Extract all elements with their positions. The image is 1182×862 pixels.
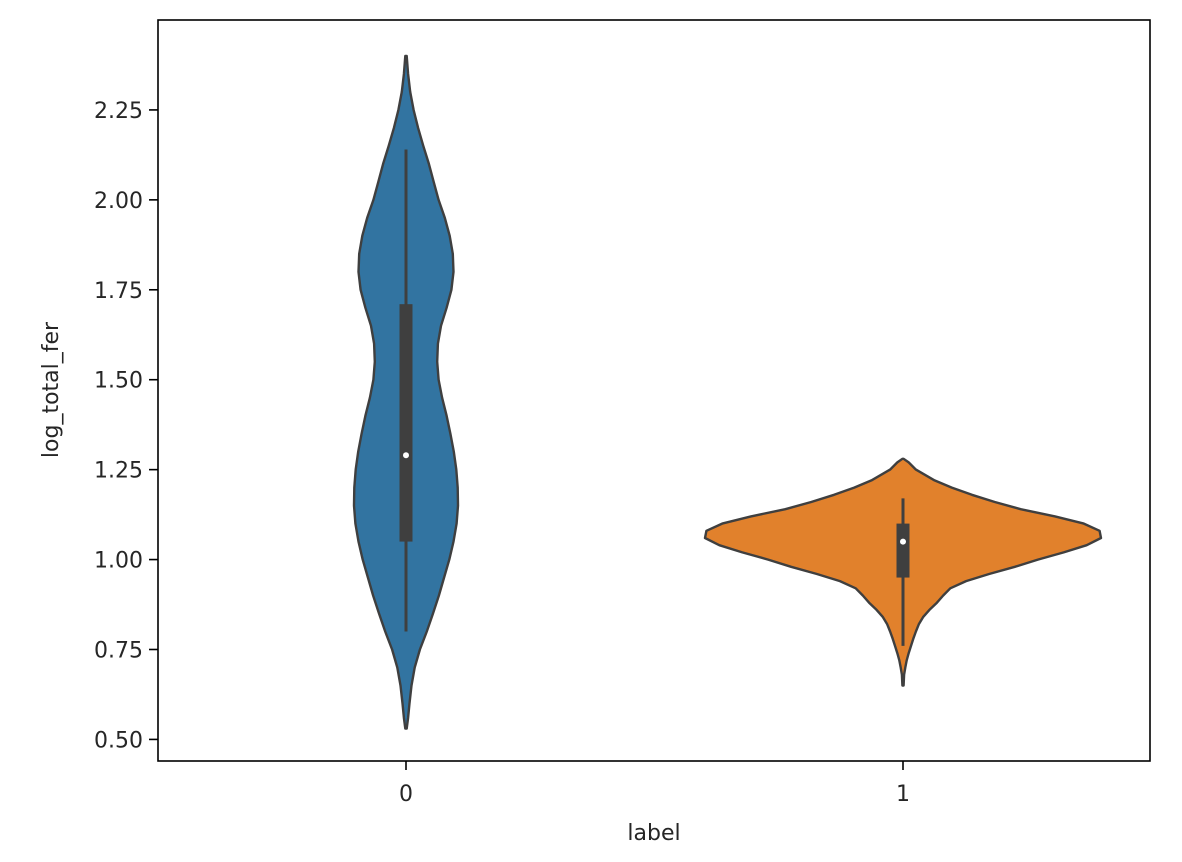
- y-tick-label: 2.25: [94, 99, 143, 124]
- y-tick-label: 1.00: [94, 549, 143, 574]
- y-tick-label: 0.75: [94, 638, 143, 663]
- y-axis-label: log_total_fer: [39, 321, 64, 458]
- plot-area: [352, 54, 1103, 730]
- x-tick-label: 0: [399, 782, 413, 807]
- y-tick-label: 2.00: [94, 189, 143, 214]
- y-tick-label: 0.50: [94, 728, 143, 753]
- median-point-1: [900, 538, 906, 545]
- x-axis-label: label: [627, 821, 680, 846]
- y-tick-label: 1.75: [94, 279, 143, 304]
- plot-frame: [157, 19, 1151, 762]
- iqr-box-1: [896, 523, 910, 578]
- y-tick-label: 1.50: [94, 369, 143, 394]
- y-axis-ticks: 0.50 0.75 1.00 1.25 1.50 1.75 2.00 2.25: [94, 99, 158, 753]
- iqr-box-0: [399, 304, 413, 542]
- y-tick-label: 1.25: [94, 459, 143, 484]
- median-point-0: [403, 452, 409, 459]
- x-tick-label: 1: [896, 782, 910, 807]
